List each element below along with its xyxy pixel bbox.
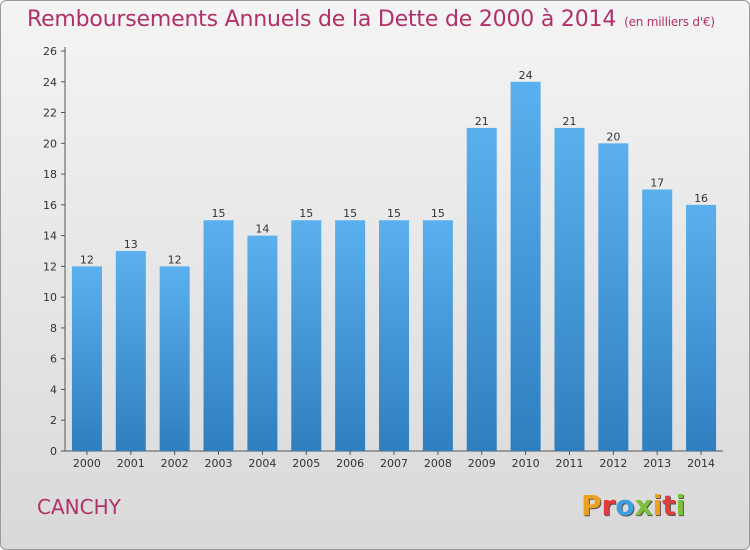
y-tick-label: 18 <box>43 168 57 181</box>
x-tick-label-2008: 2008 <box>424 457 452 470</box>
chart-unit: (en milliers d'€) <box>624 15 715 29</box>
y-tick-label: 10 <box>43 291 57 304</box>
logo-letter: t <box>662 489 676 522</box>
value-label-2007: 15 <box>387 207 401 220</box>
bar-2001 <box>115 251 146 451</box>
logo-letter: P <box>581 489 602 522</box>
x-tick-label-2013: 2013 <box>643 457 671 470</box>
bar-2006 <box>335 220 366 451</box>
x-tick-label-2002: 2002 <box>161 457 189 470</box>
logo-letter: o <box>615 489 635 522</box>
chart-title-text: Remboursements Annuels de la Dette de 20… <box>27 7 617 32</box>
bar-2005 <box>291 220 322 451</box>
commune-name: CANCHY <box>37 495 121 519</box>
chart-title: Remboursements Annuels de la Dette de 20… <box>27 7 715 32</box>
x-tick-label-2001: 2001 <box>117 457 145 470</box>
x-tick-label-2009: 2009 <box>468 457 496 470</box>
x-tick-label-2005: 2005 <box>292 457 320 470</box>
value-label-2011: 21 <box>562 115 576 128</box>
y-tick-label: 4 <box>50 383 57 396</box>
y-tick-label: 22 <box>43 107 57 120</box>
y-tick-label: 12 <box>43 260 57 273</box>
logo-letter: i <box>675 489 686 522</box>
bar-2007 <box>379 220 409 451</box>
x-tick-label-2003: 2003 <box>205 457 233 470</box>
proxiti-logo: Proxiti <box>581 489 685 522</box>
y-tick-label: 26 <box>43 45 57 58</box>
x-tick-label-2014: 2014 <box>687 457 715 470</box>
bar-2010 <box>510 81 541 452</box>
y-tick-label: 14 <box>43 230 57 243</box>
y-tick-label: 6 <box>50 353 57 366</box>
bar-2014 <box>686 204 717 451</box>
bar-2009 <box>466 127 497 451</box>
bar-2013 <box>642 189 673 451</box>
value-label-2008: 15 <box>431 207 445 220</box>
value-label-2005: 15 <box>299 207 313 220</box>
bar-2000 <box>71 266 102 451</box>
value-label-2006: 15 <box>343 207 357 220</box>
value-label-2002: 12 <box>168 253 182 266</box>
value-label-2013: 17 <box>650 176 664 189</box>
bar-2003 <box>203 220 234 451</box>
bar-2012 <box>598 143 629 452</box>
value-label-2009: 21 <box>475 115 489 128</box>
bar-2004 <box>247 235 278 451</box>
bar-2002 <box>159 266 190 451</box>
y-tick-label: 2 <box>50 414 57 427</box>
x-tick-label-2011: 2011 <box>555 457 583 470</box>
y-tick-label: 20 <box>43 137 57 150</box>
value-label-2014: 16 <box>694 192 708 205</box>
value-label-2001: 13 <box>124 238 138 251</box>
value-label-2010: 24 <box>519 69 533 82</box>
value-label-2000: 12 <box>80 253 94 266</box>
y-tick-label: 16 <box>43 199 57 212</box>
y-tick-label: 0 <box>50 445 57 458</box>
bar-2011 <box>554 127 585 451</box>
logo-letter: r <box>601 489 616 522</box>
value-label-2004: 14 <box>255 223 269 236</box>
bar-2008 <box>422 220 453 451</box>
x-tick-label-2000: 2000 <box>73 457 101 470</box>
value-label-2012: 20 <box>606 130 620 143</box>
value-label-2003: 15 <box>212 207 226 220</box>
x-tick-label-2012: 2012 <box>599 457 627 470</box>
x-tick-label-2010: 2010 <box>512 457 540 470</box>
y-tick-label: 8 <box>50 322 57 335</box>
x-tick-label-2007: 2007 <box>380 457 408 470</box>
x-tick-label-2006: 2006 <box>336 457 364 470</box>
y-tick-label: 24 <box>43 76 57 89</box>
logo-letter: x <box>634 489 653 522</box>
x-tick-label-2004: 2004 <box>248 457 276 470</box>
logo-letter: i <box>652 489 663 522</box>
